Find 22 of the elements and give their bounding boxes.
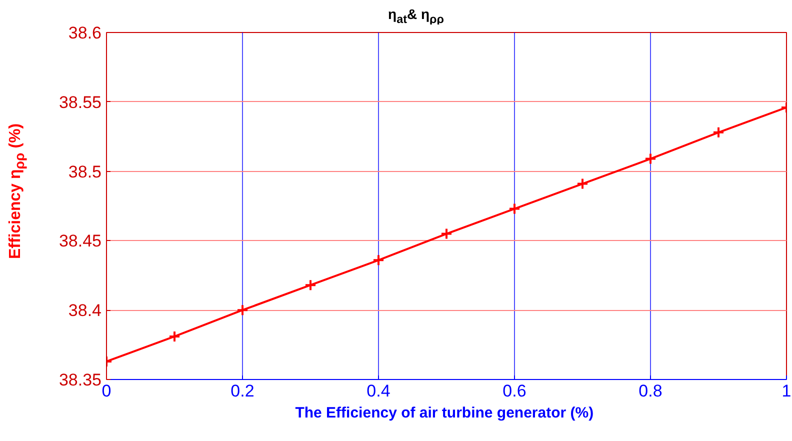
point — [440, 228, 452, 240]
x-tick-label: 0.6 — [502, 382, 526, 400]
x-tick-label: 0.8 — [638, 382, 662, 400]
x-tick-label: 0.4 — [366, 382, 390, 400]
point — [304, 279, 316, 292]
point — [168, 330, 180, 342]
point — [576, 178, 588, 190]
point — [508, 202, 520, 215]
x-axis-title: The Efficiency of air turbine generator (%) — [295, 404, 594, 422]
point — [712, 126, 724, 138]
x-tick-label: 1 — [782, 382, 792, 400]
point — [236, 304, 248, 316]
y-tick-label: 38.45 — [58, 232, 102, 251]
point — [644, 152, 656, 165]
point — [372, 254, 384, 266]
y-tick-label: 38.4 — [68, 301, 102, 320]
x-tick-label: 0.2 — [230, 382, 254, 400]
x-tick-label: 0 — [102, 382, 112, 400]
y-tick-label: 38.55 — [58, 92, 102, 112]
y-tick-label: 38.35 — [58, 370, 102, 390]
y-tick-label: 38.6 — [68, 24, 102, 42]
y-tick-label: 38.5 — [68, 162, 102, 182]
